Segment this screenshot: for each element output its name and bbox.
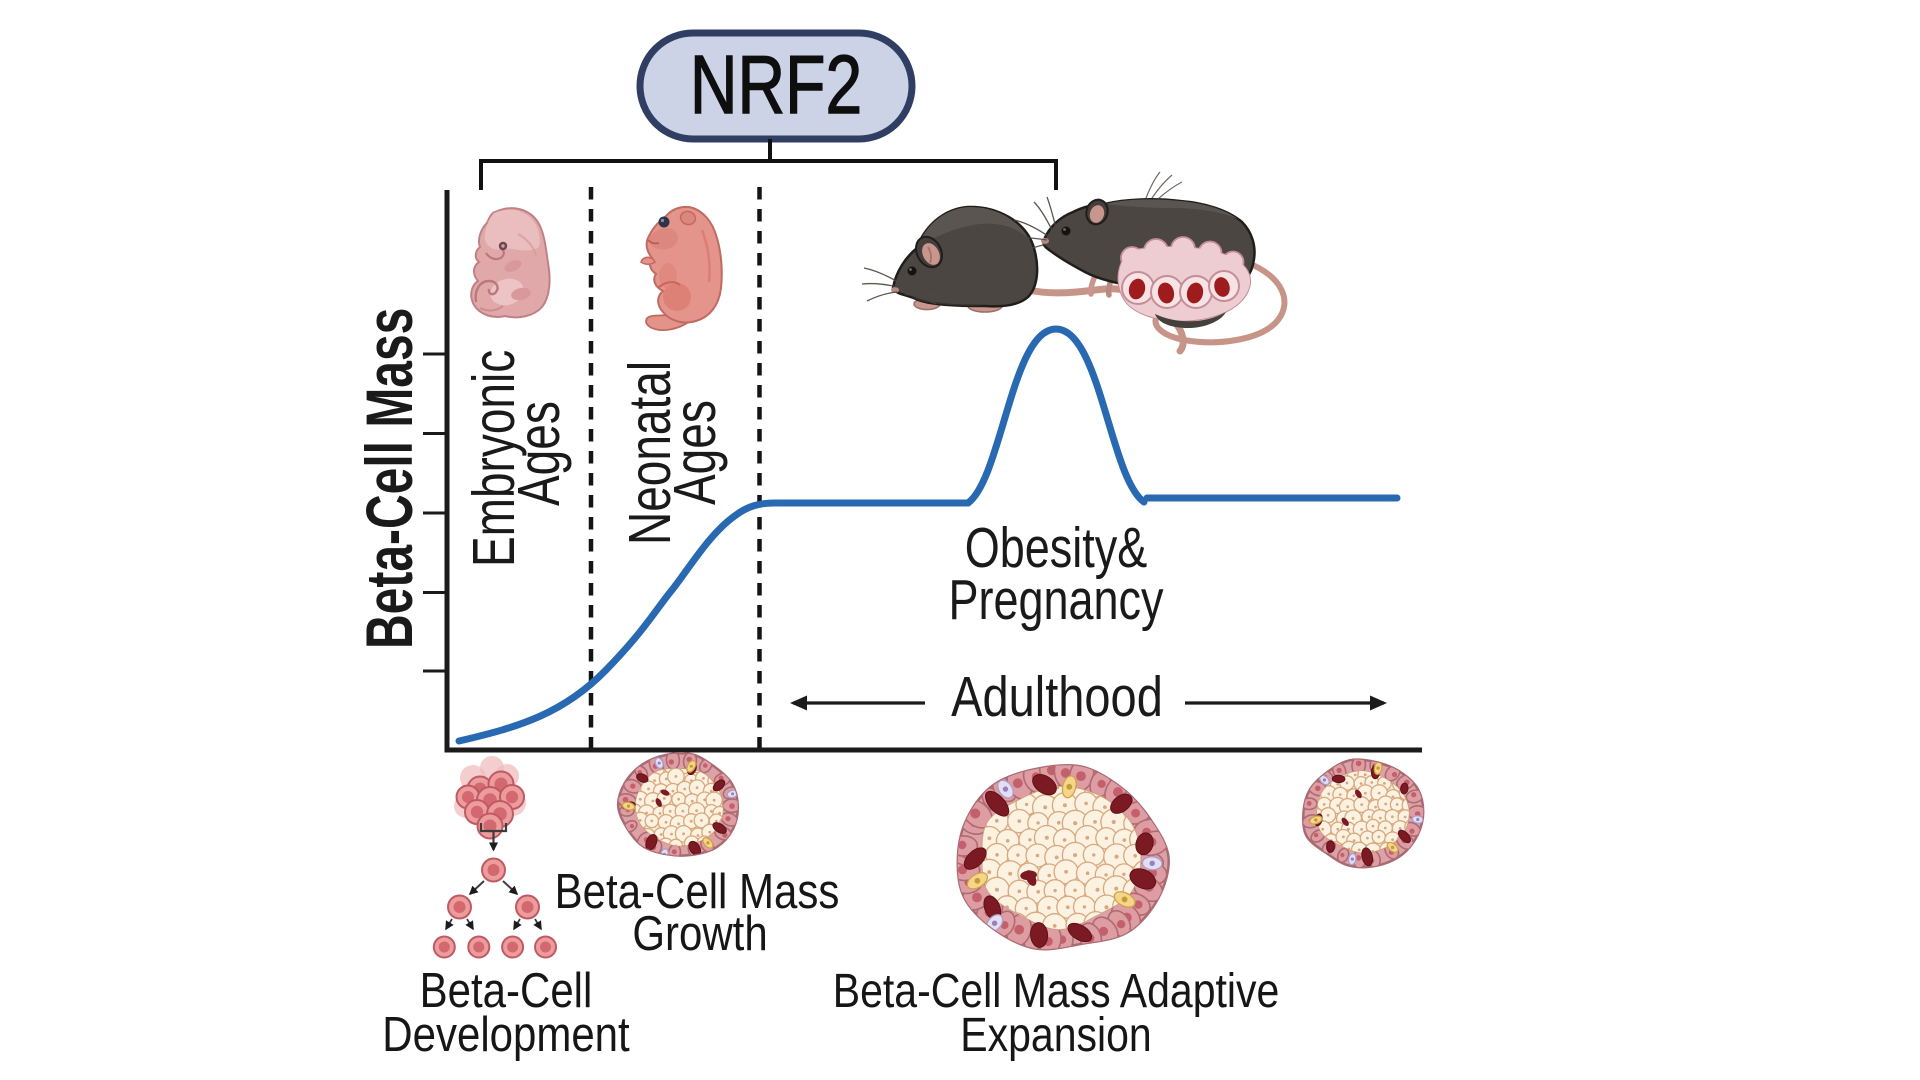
svg-text:Growth: Growth [632, 905, 767, 961]
svg-text:NRF2: NRF2 [690, 38, 862, 131]
svg-text:Ages: Ages [662, 400, 728, 505]
svg-text:Beta-Cell: Beta-Cell [420, 962, 593, 1018]
svg-text:Development: Development [382, 1006, 630, 1062]
svg-text:Beta-Cell Mass: Beta-Cell Mass [555, 863, 840, 919]
svg-text:Beta-Cell Mass: Beta-Cell Mass [354, 308, 427, 649]
svg-text:Obesity&: Obesity& [965, 516, 1148, 579]
svg-text:Ages: Ages [506, 401, 572, 506]
svg-text:Neonatal: Neonatal [617, 361, 683, 545]
svg-text:Beta-Cell Mass Adaptive: Beta-Cell Mass Adaptive [833, 963, 1280, 1018]
svg-text:Expansion: Expansion [960, 1007, 1151, 1062]
svg-text:Adulthood: Adulthood [951, 666, 1163, 729]
svg-text:Embryonic: Embryonic [461, 350, 527, 567]
svg-text:Pregnancy: Pregnancy [948, 568, 1164, 631]
